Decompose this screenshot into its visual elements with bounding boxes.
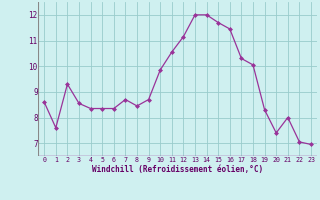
X-axis label: Windchill (Refroidissement éolien,°C): Windchill (Refroidissement éolien,°C) <box>92 165 263 174</box>
